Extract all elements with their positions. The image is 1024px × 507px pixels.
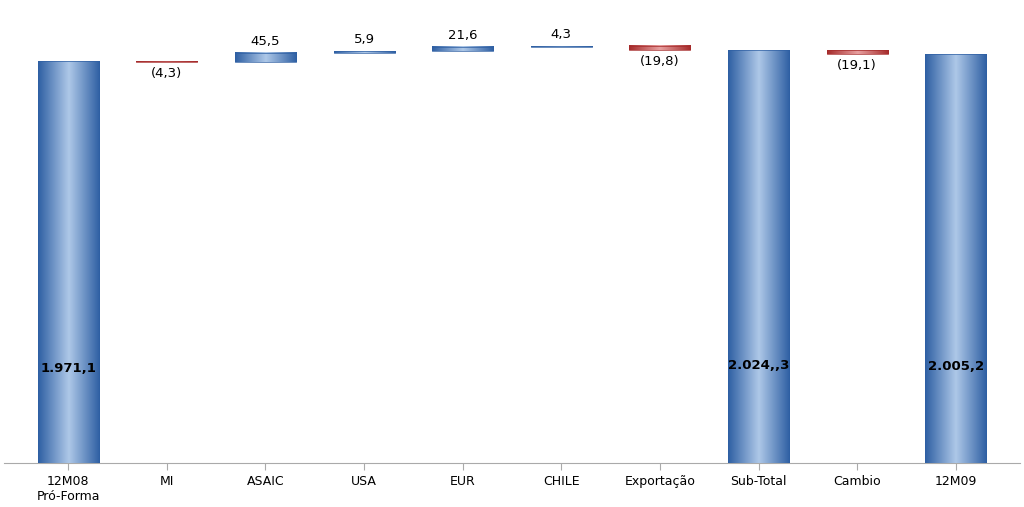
Bar — [136, 61, 198, 62]
Bar — [432, 47, 494, 51]
Text: 45,5: 45,5 — [251, 34, 281, 48]
Bar — [234, 53, 296, 62]
Text: 2.024,,3: 2.024,,3 — [728, 359, 790, 372]
Bar — [530, 46, 592, 47]
Bar — [38, 61, 99, 463]
Text: 2.005,2: 2.005,2 — [928, 360, 984, 373]
Text: (4,3): (4,3) — [152, 67, 182, 80]
Text: (19,1): (19,1) — [838, 59, 877, 72]
Bar — [334, 51, 394, 53]
Text: 1.971,1: 1.971,1 — [40, 361, 96, 375]
Bar — [826, 50, 888, 54]
Bar — [630, 46, 690, 50]
Text: 5,9: 5,9 — [353, 33, 375, 46]
Bar — [728, 50, 790, 463]
Text: 21,6: 21,6 — [447, 29, 477, 42]
Text: 4,3: 4,3 — [551, 28, 571, 41]
Bar — [925, 54, 986, 463]
Text: (19,8): (19,8) — [640, 55, 680, 68]
